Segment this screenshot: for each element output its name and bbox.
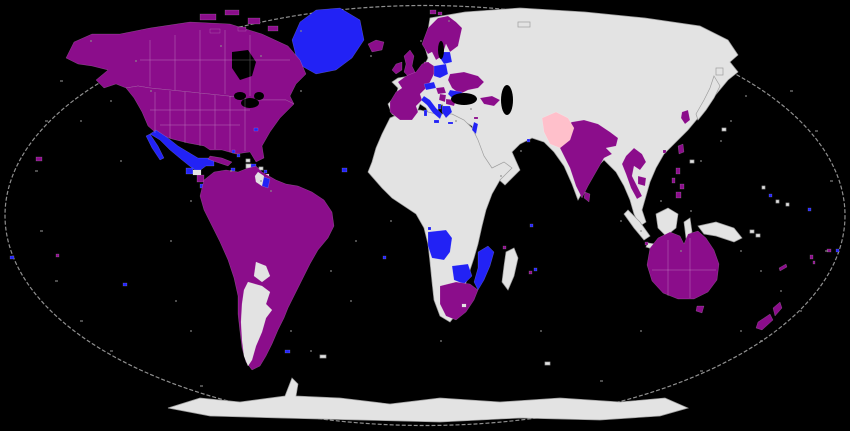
- region-serbia: [438, 93, 447, 103]
- sea-caspian: [501, 85, 513, 115]
- region-india: [555, 119, 619, 199]
- region-hungary-slovakia: [435, 86, 447, 95]
- region-albania: [437, 103, 442, 110]
- region-nauru: [768, 193, 773, 198]
- region-italy: [420, 95, 443, 120]
- region-guyana: [254, 171, 265, 187]
- region-hokkaido: [715, 67, 724, 76]
- region-scandinavia: [421, 15, 463, 61]
- region-misc-gray-islands: [245, 21, 790, 366]
- region-ukraine: [447, 71, 485, 95]
- noise-speckles: [35, 20, 833, 387]
- region-botswana: [451, 263, 473, 285]
- region-cook-islands: [55, 253, 60, 258]
- regions-americas: [35, 7, 365, 371]
- region-guatemala: [185, 167, 194, 175]
- region-sicily: [433, 119, 440, 124]
- region-seychelles: [529, 223, 534, 228]
- region-south-korea: [680, 109, 691, 125]
- region-western-europe: [389, 61, 435, 121]
- region-japan: [695, 75, 721, 121]
- region-thailand-laos: [621, 147, 647, 200]
- region-bahrain: [526, 138, 531, 143]
- regions-oceania: [9, 193, 840, 331]
- region-mauritius: [533, 267, 538, 272]
- region-wallis: [835, 248, 840, 253]
- state-borders: [140, 30, 716, 298]
- region-reunion: [528, 270, 533, 275]
- region-falkland-islands: [284, 349, 291, 354]
- region-antarctica: [167, 377, 690, 423]
- region-sumatra: [623, 209, 651, 241]
- region-new-guinea: [697, 221, 743, 243]
- region-arctic-islands: [199, 9, 279, 34]
- region-mexico: [149, 129, 215, 173]
- region-mozambique: [473, 245, 495, 291]
- region-caucasus: [479, 95, 501, 107]
- region-south-america-bloc: [199, 165, 335, 371]
- region-bahamas: [231, 149, 236, 154]
- sea-hudson-bay: [232, 50, 256, 80]
- region-australia: [646, 230, 720, 300]
- region-greece: [441, 105, 453, 119]
- region-angola: [427, 229, 453, 261]
- region-suriname: [261, 176, 271, 189]
- sea-great-lakes-1: [241, 98, 259, 108]
- region-tasmania: [695, 305, 705, 314]
- region-new-caledonia: [778, 263, 788, 272]
- region-greenland: [291, 7, 365, 75]
- region-honduras: [192, 169, 202, 176]
- region-taiwan: [677, 143, 685, 155]
- region-baja-california: [145, 133, 165, 161]
- regions-asia: [541, 109, 691, 246]
- region-svalbard: [429, 9, 443, 16]
- region-crete: [447, 121, 454, 125]
- region-french-polynesia: [122, 282, 128, 287]
- region-paraguay: [253, 261, 271, 283]
- region-nicaragua: [196, 174, 205, 183]
- sea-great-lakes-3: [254, 92, 264, 100]
- region-borneo: [655, 207, 679, 237]
- region-lesotho: [461, 303, 467, 308]
- region-christmas-island: [644, 241, 649, 246]
- region-new-zealand-north: [772, 301, 783, 317]
- region-sri-lanka: [583, 191, 591, 203]
- region-comoros: [502, 245, 507, 250]
- region-ireland: [391, 61, 403, 75]
- region-iceland: [367, 39, 385, 53]
- region-sulawesi: [683, 217, 693, 239]
- sea-baltic: [438, 41, 444, 59]
- region-sardinia: [423, 109, 428, 117]
- region-cambodia: [637, 175, 647, 187]
- region-hong-kong: [662, 149, 667, 154]
- region-bermuda: [253, 127, 259, 132]
- region-samoa: [9, 255, 15, 260]
- region-cabinda: [427, 226, 432, 231]
- projection-outline: [4, 4, 846, 427]
- sea-great-lakes-2: [234, 92, 246, 100]
- region-vanuatu: [809, 254, 816, 265]
- regions-africa: [341, 167, 538, 321]
- region-pakistan: [541, 111, 575, 149]
- region-cuba: [207, 155, 233, 167]
- region-philippines: [671, 167, 685, 199]
- region-israel: [471, 121, 479, 135]
- region-argentina: [240, 281, 273, 367]
- region-poland: [433, 63, 449, 79]
- region-saint-helena: [382, 255, 387, 260]
- regions-europe: [367, 9, 531, 143]
- region-tuvalu: [807, 207, 812, 212]
- region-cape-verde: [341, 167, 348, 173]
- sea-black-sea: [451, 93, 477, 105]
- region-cyprus: [473, 116, 479, 120]
- region-madagascar: [501, 247, 519, 291]
- region-hawaii: [35, 156, 43, 162]
- region-south-africa: [439, 281, 479, 321]
- region-new-zealand-south: [755, 313, 774, 331]
- region-jamaica: [230, 167, 236, 172]
- inland-seas: [232, 41, 513, 115]
